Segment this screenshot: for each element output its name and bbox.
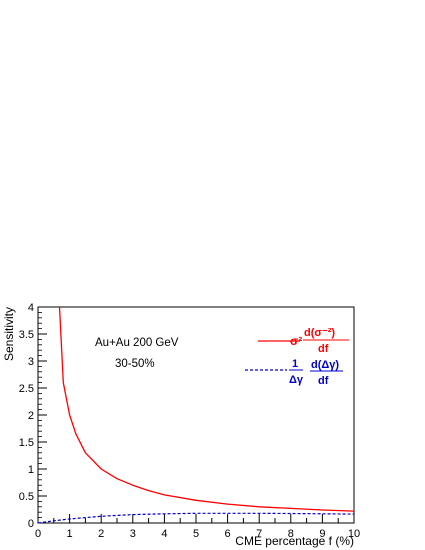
x-tick-label: 9 [319, 528, 325, 540]
x-tick-label: 1 [67, 528, 73, 540]
legend-red-prefix: σ² [290, 334, 302, 348]
legend-red-numerator: d(σ⁻²) [304, 327, 335, 339]
y-tick-label: 3 [28, 356, 34, 368]
legend-entry-red: σ² d(σ⁻²) df [258, 327, 349, 355]
x-tick-label: 7 [256, 528, 262, 540]
y-axis: 0 0.5 1 1.5 2 2.5 3 3.5 4 [19, 302, 47, 530]
legend-blue-frac-numerator: 1 [292, 358, 298, 370]
x-tick-label: 2 [98, 528, 104, 540]
y-tick-label: 4 [28, 302, 34, 314]
x-axis: 0 1 2 3 4 5 6 7 8 9 10 [35, 514, 360, 540]
legend-blue-frac-denominator: Δγ [289, 374, 304, 386]
series-line-blue [37, 512, 355, 524]
x-tick-label: 4 [161, 528, 167, 540]
y-axis-title: Sensitivity [2, 307, 16, 361]
y-tick-label: 0 [28, 518, 34, 530]
series-layer [37, 306, 355, 524]
y-tick-label: 1 [28, 464, 34, 476]
x-tick-label: 8 [288, 528, 294, 540]
y-tick-label: 3.5 [19, 329, 34, 341]
legend-red-denominator: df [318, 343, 329, 355]
x-tick-label: 6 [225, 528, 231, 540]
annotation-collision: Au+Au 200 GeV [95, 337, 179, 349]
legend-blue-denominator: df [318, 375, 329, 387]
x-tick-label: 10 [348, 528, 360, 540]
x-tick-label: 0 [35, 528, 41, 540]
y-tick-label: 2 [28, 410, 34, 422]
x-tick-label: 3 [130, 528, 136, 540]
legend-blue-numerator: d(Δγ) [311, 359, 339, 371]
x-tick-label: 5 [193, 528, 199, 540]
y-tick-label: 1.5 [19, 437, 34, 449]
x-axis-title: CME percentage f (%) [235, 534, 354, 548]
annotation-centrality: 30-50% [115, 358, 155, 370]
y-tick-label: 0.5 [19, 491, 34, 503]
series-line-red [58, 306, 355, 512]
legend-entry-blue: 1 Δγ d(Δγ) df [245, 358, 343, 387]
y-tick-label: 2.5 [19, 383, 34, 395]
